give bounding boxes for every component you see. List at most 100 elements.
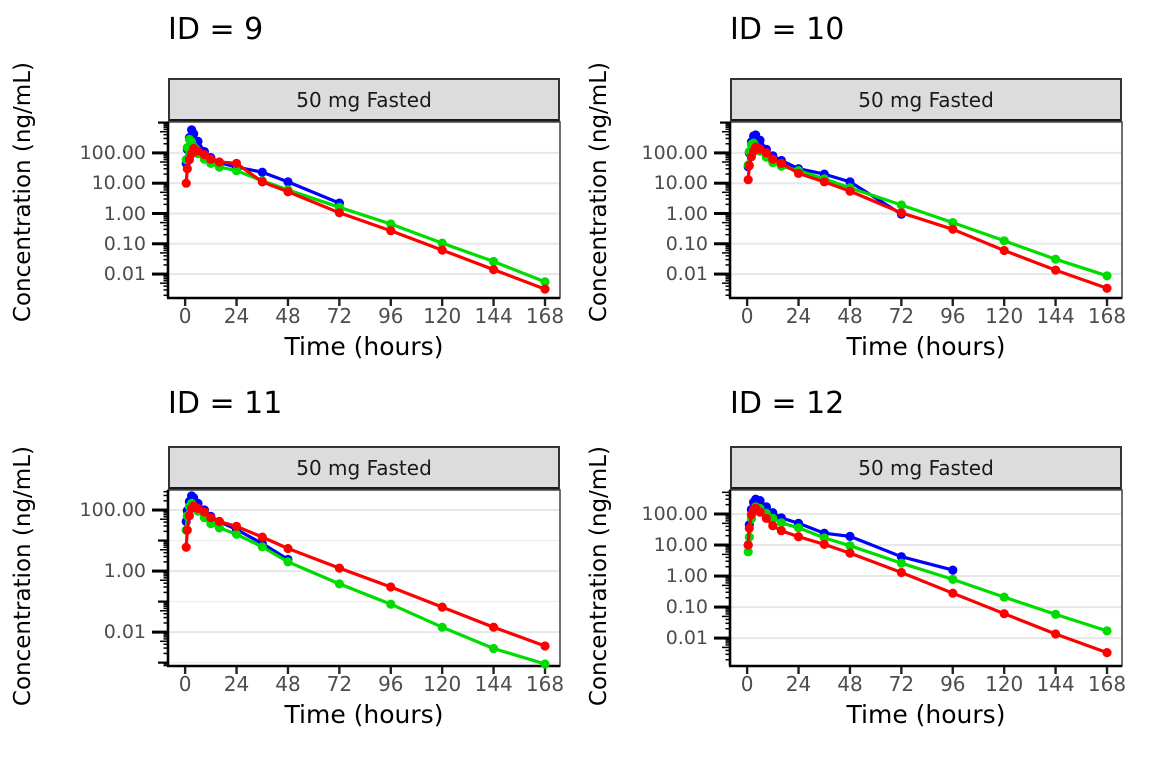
plot-area <box>714 489 1123 674</box>
data-point-red <box>182 164 192 174</box>
x-tick-label: 48 <box>837 672 863 696</box>
x-tick-label: 96 <box>378 672 404 696</box>
y-tick-label: 1.00 <box>665 565 708 587</box>
y-tick-label: 100.00 <box>79 141 146 164</box>
data-point-red <box>231 521 242 531</box>
strip-label: 50 mg Fasted <box>858 87 994 112</box>
y-tick-label: 0.10 <box>103 232 146 255</box>
data-point-red <box>257 177 267 187</box>
data-point-red <box>776 158 786 168</box>
data-point-green <box>214 523 224 533</box>
panel-title: ID = 12 <box>730 386 845 421</box>
data-point-blue <box>257 167 267 177</box>
gridlines <box>731 513 1121 640</box>
data-point-red <box>283 187 293 197</box>
y-tick-label: 0.01 <box>103 263 146 286</box>
x-tick-label: 24 <box>785 672 812 696</box>
x-tick-label: 144 <box>1036 304 1075 328</box>
data-point-green <box>257 542 267 552</box>
x-tick-label: 72 <box>888 672 915 696</box>
x-tick-label: 24 <box>223 304 250 328</box>
data-point-red <box>283 543 293 554</box>
data-point-red <box>999 609 1009 619</box>
data-point-red <box>761 513 771 523</box>
data-point-red <box>540 641 550 651</box>
x-axis-title: Time (hours) <box>846 700 1006 729</box>
data-point-red <box>768 154 778 164</box>
y-axis-tick-labels: 100.00 10.00 1.00 0.10 0.01 <box>0 122 146 298</box>
y-tick-label: 1.00 <box>665 202 708 225</box>
data-point-green <box>819 533 829 543</box>
data-point-green <box>999 592 1009 602</box>
data-point-green <box>1051 254 1061 264</box>
data-point-green <box>948 574 958 584</box>
data-point-red <box>1051 629 1061 639</box>
y-log-ticks <box>152 121 168 296</box>
data-point-green <box>793 523 804 533</box>
series-red <box>181 143 550 294</box>
y-tick-label: 100.00 <box>79 499 146 521</box>
data-point-red <box>948 588 958 598</box>
x-tick-label: 168 <box>525 672 565 696</box>
x-axis-title: Time (hours) <box>284 700 444 729</box>
x-tick-label: 48 <box>275 672 301 696</box>
x-tick-label: 120 <box>423 672 462 696</box>
data-point-blue <box>845 531 855 541</box>
x-axis-tick-labels: 0 24 48 72 96 120 144 168 <box>148 304 564 328</box>
data-point-red <box>199 507 209 517</box>
data-point-red <box>437 245 447 255</box>
data-point-red <box>743 175 753 185</box>
data-point-green <box>231 529 242 539</box>
x-tick-label: 72 <box>326 672 353 696</box>
panel-cell-id-12: Concentration (ng/mL) ID = 12 50 mg Fast… <box>576 384 1152 768</box>
data-point-red <box>334 563 344 573</box>
x-axis-tick-labels: 0 24 48 72 96 120 144 168 <box>148 672 564 696</box>
data-point-red <box>845 548 855 558</box>
data-point-red <box>214 516 224 527</box>
data-point-red <box>206 154 216 164</box>
x-axis-title: Time (hours) <box>846 332 1006 361</box>
panel-title: ID = 9 <box>168 12 264 47</box>
facet-strip: 50 mg Fasted <box>168 78 560 122</box>
data-point-green <box>489 256 499 267</box>
y-tick-label: 10.00 <box>91 172 146 195</box>
data-point-red <box>181 178 191 188</box>
data-point-green <box>437 238 447 248</box>
facet-strip: 50 mg Fasted <box>168 446 560 490</box>
y-tick-label: 0.01 <box>103 621 146 644</box>
data-point-red <box>793 532 804 542</box>
x-tick-label: 144 <box>474 672 513 696</box>
data-point-green <box>540 277 550 287</box>
x-tick-label: 96 <box>378 304 404 328</box>
data-point-green <box>999 236 1009 246</box>
x-tick-label: 72 <box>326 304 353 328</box>
data-point-blue <box>283 177 293 187</box>
x-tick-label: 144 <box>1036 672 1075 696</box>
data-point-red <box>755 507 765 517</box>
facet-strip: 50 mg Fasted <box>730 78 1122 122</box>
plot-area <box>152 121 561 306</box>
data-point-red <box>199 150 209 160</box>
strip-label: 50 mg Fasted <box>296 455 432 480</box>
data-point-red <box>540 284 550 294</box>
y-tick-label: 0.01 <box>665 627 708 650</box>
x-tick-label: 0 <box>178 672 192 696</box>
data-point-green <box>540 659 550 669</box>
data-point-green <box>948 218 958 228</box>
data-point-red <box>489 622 499 632</box>
data-point-green <box>437 622 447 632</box>
y-tick-label: 10.00 <box>653 172 708 195</box>
data-point-green <box>386 599 396 609</box>
x-tick-label: 144 <box>474 304 513 328</box>
data-point-red <box>386 226 396 236</box>
data-point-red <box>744 161 754 171</box>
data-point-red <box>206 513 216 523</box>
data-point-red <box>1051 265 1061 275</box>
data-point-red <box>744 523 754 533</box>
y-axis-tick-labels: 100.00 1.00 0.01 <box>0 490 146 666</box>
data-point-red <box>1102 283 1112 293</box>
x-axis-tick-labels: 0 24 48 72 96 120 144 168 <box>710 672 1126 696</box>
x-tick-label: 168 <box>525 304 565 328</box>
y-tick-label: 0.10 <box>665 596 708 619</box>
